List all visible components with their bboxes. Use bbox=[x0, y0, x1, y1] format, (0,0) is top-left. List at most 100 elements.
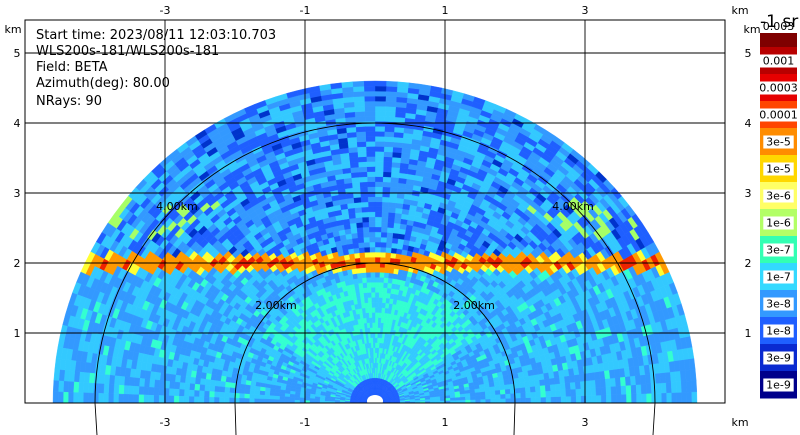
heatmap-cell bbox=[365, 131, 376, 137]
heatmap-cell bbox=[559, 382, 566, 391]
heatmap-cell bbox=[386, 232, 394, 239]
heatmap-cell bbox=[369, 251, 376, 258]
heatmap-cell bbox=[368, 226, 376, 233]
heatmap-cell bbox=[374, 201, 383, 208]
heatmap-cell bbox=[371, 297, 376, 303]
heatmap-cell bbox=[535, 396, 542, 403]
heatmap-cell bbox=[604, 378, 612, 388]
heatmap-cell bbox=[378, 282, 384, 288]
heatmap-cell bbox=[361, 272, 367, 279]
heatmap-cell bbox=[360, 201, 369, 208]
heatmap-cell bbox=[350, 171, 360, 179]
heatmap-cell bbox=[356, 146, 367, 153]
heatmap-cell bbox=[519, 381, 526, 388]
heatmap-cell bbox=[361, 277, 367, 284]
heatmap-cell bbox=[358, 176, 368, 183]
heatmap-cell bbox=[574, 381, 582, 390]
heatmap-cell bbox=[356, 232, 364, 239]
heatmap-cell bbox=[374, 216, 382, 223]
heatmap-cell bbox=[640, 383, 647, 394]
heatmap-cell bbox=[685, 380, 693, 393]
heatmap-cell bbox=[357, 242, 365, 249]
heatmap-cell bbox=[671, 392, 678, 403]
heatmap-cell bbox=[646, 393, 652, 403]
heatmap-cell bbox=[675, 381, 682, 393]
heatmap-cell bbox=[505, 398, 511, 403]
heatmap-cell bbox=[380, 241, 387, 248]
heatmap-cell bbox=[520, 392, 527, 399]
heatmap-cell bbox=[374, 146, 385, 152]
heatmap-cell bbox=[580, 395, 587, 403]
heatmap-cell bbox=[368, 236, 376, 243]
heatmap-cell bbox=[380, 236, 387, 243]
heatmap-cell bbox=[366, 166, 376, 172]
heatmap-cell bbox=[519, 386, 526, 394]
heatmap-cell bbox=[584, 380, 592, 389]
heatmap-cell bbox=[590, 395, 597, 403]
heatmap-cell bbox=[381, 201, 390, 208]
heatmap-cell bbox=[362, 221, 370, 228]
heatmap-cell bbox=[353, 201, 362, 209]
heatmap-cell bbox=[378, 292, 383, 298]
heatmap-cell bbox=[365, 136, 376, 142]
heatmap-cell bbox=[485, 394, 491, 400]
heatmap-cell bbox=[390, 252, 397, 259]
heatmap-cell bbox=[370, 271, 376, 278]
heatmap-cell bbox=[374, 80, 387, 87]
heatmap-cell bbox=[385, 247, 392, 254]
heatmap-cell bbox=[525, 397, 532, 403]
heatmap-cell bbox=[595, 394, 602, 403]
heatmap-cell bbox=[374, 161, 384, 167]
heatmap-cell bbox=[370, 287, 376, 293]
heatmap-cell bbox=[374, 251, 381, 258]
heatmap-cell bbox=[390, 171, 400, 179]
heatmap-cell bbox=[374, 231, 382, 238]
heatmap-cell bbox=[383, 136, 394, 143]
heatmap-cell bbox=[539, 384, 546, 392]
heatmap-cell bbox=[357, 151, 367, 158]
heatmap-cell bbox=[374, 297, 379, 303]
heatmap-cell bbox=[393, 222, 401, 229]
heatmap-cell bbox=[530, 397, 537, 403]
heatmap-cell bbox=[383, 146, 394, 153]
heatmap-cell bbox=[480, 398, 486, 403]
heatmap-cell bbox=[594, 379, 602, 388]
heatmap-cell bbox=[360, 267, 367, 274]
heatmap-cell bbox=[374, 105, 386, 112]
heatmap-cell bbox=[365, 126, 376, 132]
heatmap-cell bbox=[365, 146, 376, 152]
heatmap-cell bbox=[368, 221, 376, 228]
heatmap-cell bbox=[366, 171, 376, 177]
heatmap-cell bbox=[391, 237, 399, 244]
heatmap-cell bbox=[378, 302, 383, 308]
heatmap-cell bbox=[378, 277, 385, 283]
heatmap-cell bbox=[374, 176, 384, 183]
heatmap-cell bbox=[381, 297, 387, 304]
heatmap-cell bbox=[374, 166, 384, 172]
heatmap-cell bbox=[691, 391, 698, 403]
heatmap-cell bbox=[565, 395, 572, 403]
heatmap-cell bbox=[389, 186, 398, 194]
heatmap-cell bbox=[369, 246, 376, 253]
heatmap-cell bbox=[366, 287, 372, 293]
heatmap-cell bbox=[651, 392, 658, 403]
heatmap-cell bbox=[353, 101, 365, 108]
heatmap-cell bbox=[357, 161, 367, 168]
heatmap-cell bbox=[564, 382, 571, 390]
heatmap-cell bbox=[666, 392, 672, 403]
heatmap-cell bbox=[387, 217, 395, 224]
heatmap-cell bbox=[374, 327, 378, 333]
heatmap-cell bbox=[376, 347, 380, 354]
heatmap-cell bbox=[368, 216, 376, 223]
heatmap-cell bbox=[379, 266, 385, 273]
heatmap-cell bbox=[380, 322, 384, 329]
heatmap-cell bbox=[374, 221, 382, 228]
heatmap-cell bbox=[367, 302, 372, 308]
heatmap-cell bbox=[381, 211, 389, 218]
heatmap-cell bbox=[368, 231, 376, 238]
heatmap-cell bbox=[374, 362, 377, 368]
heatmap-cell bbox=[356, 136, 367, 143]
heatmap-cell bbox=[367, 181, 376, 188]
heatmap-cell bbox=[609, 377, 617, 387]
heatmap-cell bbox=[374, 302, 379, 308]
